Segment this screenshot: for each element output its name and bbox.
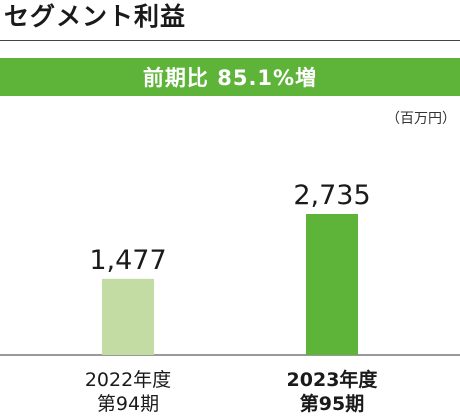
category-label-0: 2022年度 第94期 (58, 368, 198, 416)
unit-label: （百万円） (386, 111, 456, 127)
chart-title: セグメント利益 (4, 2, 187, 31)
bar-0 (102, 278, 154, 355)
category-period-0: 第94期 (96, 393, 160, 415)
category-year-0: 2022年度 (84, 369, 172, 391)
value-label-0: 1,477 (89, 245, 166, 276)
bar-1 (306, 214, 358, 355)
category-label-1: 2023年度 第95期 (262, 368, 402, 416)
value-label-1: 2,735 (293, 180, 370, 211)
category-period-1: 第95期 (299, 393, 365, 415)
category-year-1: 2023年度 (286, 369, 378, 391)
growth-banner: 前期比 85.1%増 (0, 58, 460, 96)
title-divider (0, 40, 460, 41)
